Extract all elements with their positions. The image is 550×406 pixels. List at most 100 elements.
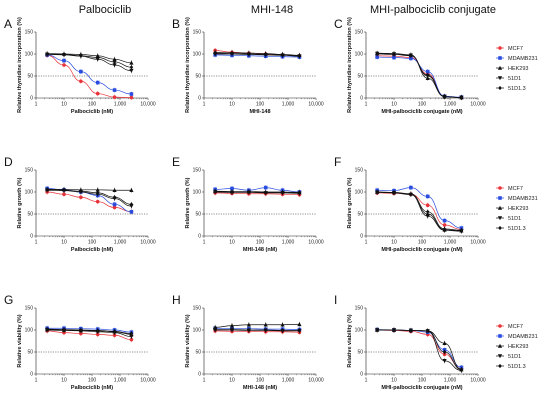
data-point [112, 88, 117, 92]
data-point [442, 218, 447, 223]
legend: MCF7 MDAMB231 HEK293 51D1 51D1.3 [496, 46, 538, 92]
data-point [263, 185, 268, 190]
series-51d1 [375, 51, 464, 101]
series-line [215, 329, 300, 331]
data-point [263, 190, 268, 195]
y-tick-label: 150 [25, 306, 34, 312]
data-point [112, 195, 117, 200]
series-line [377, 53, 462, 98]
series-line [215, 53, 300, 57]
x-axis-label: MHI-148 (nM) [243, 385, 277, 391]
panel-b: B 0 50 100 150 1 10 100 1,000 10,000 MHI-148 Relati… [172, 17, 324, 115]
data-point [213, 51, 217, 56]
data-point [129, 60, 134, 65]
legend-label: MCF7 [508, 186, 523, 192]
y-axis-label: Relative thymidine incorporation (%) [347, 17, 353, 113]
data-point [79, 79, 83, 84]
x-tick-label: 1,000 [114, 378, 127, 384]
y-tick-label: 100 [25, 190, 34, 196]
x-tick-label: 10 [61, 240, 67, 246]
y-tick-label: 50 [195, 212, 201, 218]
series-51d1-3 [213, 327, 302, 333]
x-tick-label: 10,000 [470, 240, 486, 246]
y-tick-label: 50 [357, 350, 363, 356]
y-tick-label: 150 [193, 306, 202, 312]
y-tick-label: 100 [355, 328, 364, 334]
legend-marker [497, 65, 503, 70]
y-tick-label: 50 [357, 212, 363, 218]
data-point [129, 188, 134, 193]
panel-letter: D [4, 155, 13, 169]
x-axis-label: Palbociclib (nM) [71, 109, 113, 115]
data-point [112, 333, 117, 338]
series-mcf7 [375, 327, 464, 372]
x-tick-label: 10 [229, 378, 235, 384]
data-point [392, 52, 396, 57]
x-axis-label: Palbociclib (nM) [71, 385, 113, 391]
x-tick-label: 100 [256, 240, 265, 246]
panel-letter: H [172, 293, 181, 307]
x-tick-label: 100 [256, 102, 265, 108]
y-axis-label: Relative thymidine incorporation (%) [185, 17, 191, 113]
data-point [263, 327, 268, 333]
series-line [377, 192, 462, 230]
x-axis-label: MHI-palbociclib conjugate (nM) [381, 247, 462, 253]
y-tick-label: 150 [355, 306, 364, 312]
series-line [47, 327, 132, 333]
legend-item-hek293: HEK293 [496, 343, 529, 350]
panel-f: F 0 50 100 150 1 10 100 1,000 10,000 MHI-palbocicl… [334, 155, 486, 253]
series-51d1-3 [45, 326, 134, 337]
y-tick-label: 100 [193, 190, 202, 196]
y-axis-label: Relative growth (%) [185, 177, 191, 228]
series-line [215, 51, 300, 56]
series-51d1-3 [375, 51, 464, 101]
y-tick-label: 0 [198, 96, 201, 102]
series-line [377, 329, 462, 371]
series-line [215, 54, 300, 58]
x-tick-label: 10,000 [470, 378, 486, 384]
series-line [215, 190, 300, 193]
x-tick-label: 100 [256, 378, 265, 384]
legend-marker [497, 216, 503, 221]
data-point [45, 51, 49, 57]
series-line [47, 329, 132, 337]
data-point [230, 186, 234, 191]
x-axis-label: MHI-palbociclib conjugate (nM) [381, 385, 462, 391]
data-point [112, 57, 117, 62]
data-point [247, 327, 251, 333]
x-axis-label: MHI-palbociclib conjugate (nM) [381, 109, 462, 115]
x-tick-label: 10 [61, 102, 67, 108]
series-line [377, 192, 462, 232]
data-point [442, 349, 447, 355]
series-51d1 [375, 189, 464, 234]
series-line [47, 54, 132, 98]
legend: MCF7 MDAMB231 HEK293 51D1 51D1.3 [496, 324, 538, 370]
x-tick-label: 10 [61, 378, 67, 384]
legend-label: HEK293 [508, 66, 529, 72]
legend-marker [498, 225, 502, 231]
series-line [377, 55, 462, 98]
x-tick-label: 1 [365, 102, 368, 108]
series-line [215, 191, 300, 194]
data-point [246, 322, 251, 327]
legend-item-51d1: 51D1 [496, 76, 521, 82]
legend-label: 51D1.3 [508, 86, 526, 92]
series-51d1-3 [375, 327, 464, 373]
data-point [425, 328, 430, 333]
data-point [112, 188, 117, 193]
data-point [79, 189, 83, 194]
x-tick-label: 100 [88, 378, 97, 384]
legend-marker [498, 46, 502, 50]
x-tick-label: 10,000 [140, 102, 156, 108]
series-line [377, 329, 462, 370]
series-line [377, 191, 462, 231]
column-title-conjugate: MHI-palbociclib conjugate [370, 4, 496, 16]
y-tick-label: 100 [193, 52, 202, 58]
series-line [377, 187, 462, 229]
panel-e: E 0 50 100 150 1 10 100 1,000 10,000 MHI-148 (nM) R… [172, 155, 324, 253]
data-point [129, 65, 134, 70]
data-point [129, 92, 134, 96]
legend-marker [497, 76, 503, 81]
y-tick-label: 50 [357, 74, 363, 80]
